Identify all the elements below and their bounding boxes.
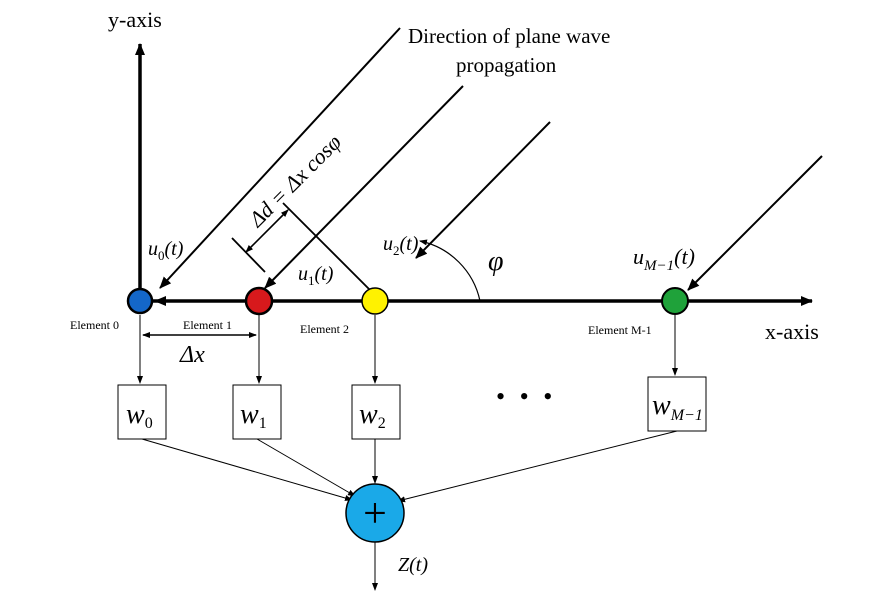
wave-ray-0 (159, 27, 401, 289)
y-axis-label: y-axis (108, 7, 162, 32)
element-0-label: Element 0 (70, 318, 119, 332)
element-2-label: Element 2 (300, 322, 349, 336)
signal-u2-label: u2(t) (383, 233, 419, 258)
sum-line-m1 (397, 430, 678, 503)
direction-label-line1: Direction of plane wave (408, 24, 610, 48)
delta-x-label: Δx (179, 342, 205, 368)
array-element-0 (126, 287, 154, 315)
weight-box-0 (117, 384, 167, 440)
wave-ray-1 (264, 85, 464, 289)
ellipsis-dots: • • • (496, 382, 556, 411)
sum-line-1 (256, 438, 356, 497)
element-1-label: Element 1 (183, 318, 232, 332)
element-m1-label: Element M-1 (588, 323, 652, 337)
direction-label-line2: propagation (456, 53, 557, 77)
weight-box-2 (351, 384, 401, 440)
output-z-label: Z(t) (398, 554, 428, 576)
weight-w1-label: w1 (240, 399, 267, 432)
array-element-1 (244, 286, 274, 316)
array-element-2 (361, 287, 389, 315)
wavefront-tick-left (231, 237, 266, 273)
summer-plus-symbol: + (363, 491, 387, 537)
array-element-m1 (661, 287, 689, 315)
phi-angle-arc (419, 239, 481, 302)
x-axis-label: x-axis (765, 319, 819, 344)
wave-ray-m1 (687, 155, 823, 291)
delta-d-dimension-line (245, 209, 289, 253)
signal-um1-label: uM−1(t) (633, 244, 695, 274)
wavefront-perpendicular (282, 202, 373, 293)
sum-line-0 (141, 438, 353, 501)
weight-w2-label: w2 (359, 399, 386, 432)
weight-w0-label: w0 (126, 399, 153, 432)
phi-label: φ (488, 246, 504, 277)
weight-wm1-label: wM−1 (652, 390, 703, 424)
signal-u1-label: u1(t) (298, 263, 334, 288)
wave-ray-2 (415, 121, 551, 259)
weight-box-m1 (647, 376, 707, 432)
signal-u0-label: u0(t) (148, 238, 184, 263)
